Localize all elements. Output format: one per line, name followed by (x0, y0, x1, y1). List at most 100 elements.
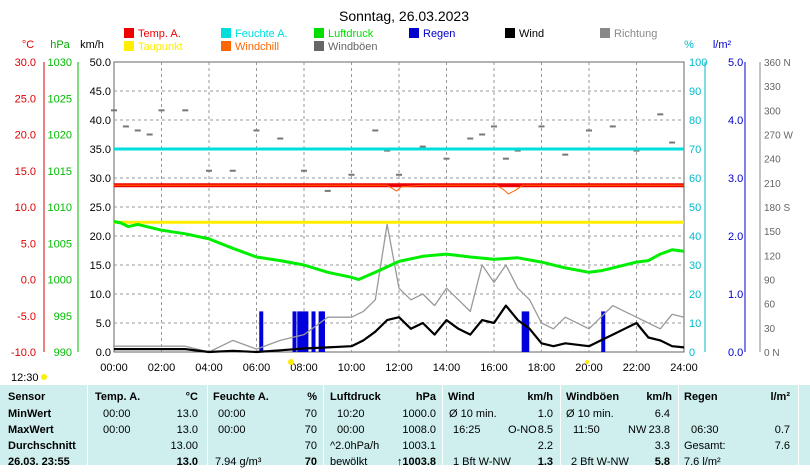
x-tick-label: 04:00 (195, 362, 223, 374)
series-richtung-point (491, 125, 497, 128)
header-gust-unit: km/h (646, 391, 672, 403)
axis-tick-label: 35.0 (90, 144, 111, 156)
stats-row-avg: Durchschnitt 13.00 70 ^2.0hPa/h 1003.1 2… (0, 440, 810, 457)
series-richtung-point (443, 157, 450, 160)
series-layer (111, 109, 685, 354)
cell-press: 1003.1 (402, 440, 436, 452)
axis-tick-label: 10 (689, 318, 701, 330)
cell-temp: 13.00 (170, 440, 198, 452)
axis-tick-label: 80 (689, 115, 701, 127)
legend-swatch (221, 41, 231, 51)
legend-swatch (124, 41, 134, 51)
header-gust: Windböen (566, 391, 620, 403)
cell-press: 1000.0 (402, 408, 436, 420)
axis-tick-label: 30.0 (15, 57, 36, 69)
cell-wind-note: Ø 10 min. (449, 408, 497, 420)
series-richtung-point (669, 141, 676, 144)
cell-hum: 70 (304, 440, 317, 452)
stats-row-max: MaxWert 00:00 13.0 00:00 70 00:00 1008.0… (0, 424, 810, 441)
x-tick-label: 24:00 (670, 362, 698, 374)
header-pressure: Luftdruck (330, 391, 381, 403)
axis-tick-label: 50 (689, 202, 701, 214)
cell-rain-note: 7.6 l/m² (684, 456, 721, 468)
x-tick-label: 12:00 (385, 362, 413, 374)
cell-wind-bft: 1 Bft W-NW (453, 456, 511, 468)
cell-wind: 8.5 (537, 424, 553, 436)
axis-unit: hPa (50, 39, 70, 51)
column-separator (560, 385, 561, 465)
legend-label: Richtung (614, 28, 657, 40)
axis-tick-label: 150 (764, 227, 781, 238)
axis-tick-label: 15.0 (90, 260, 111, 272)
cell-gust-dir: NW (628, 424, 647, 436)
column-separator (442, 385, 443, 465)
axis-tick-label: 90 (689, 86, 701, 98)
grid (114, 62, 684, 352)
x-tick-label: 20:00 (575, 362, 603, 374)
cell-wind: 1.0 (537, 408, 553, 420)
x-tick-label: 22:00 (623, 362, 651, 374)
column-separator (323, 385, 324, 465)
legend-label: Feuchte A. (235, 28, 288, 40)
series-richtung-point (229, 169, 236, 172)
header-rain: Regen (684, 391, 718, 403)
axis-tick-label: 1005 (48, 238, 72, 250)
axis-tick-label: -5.0 (17, 311, 36, 323)
cell-press-time: 00:00 (337, 424, 365, 436)
axis-unit: l/m² (713, 39, 732, 51)
legend-label: Wind (519, 28, 544, 40)
axis-tick-label: 1030 (48, 57, 72, 69)
x-tick-label: 08:00 (290, 362, 318, 374)
sun-icon (41, 374, 47, 380)
series-regen-bar (300, 311, 305, 352)
column-separator (207, 385, 208, 465)
x-tick-label: 10:00 (338, 362, 366, 374)
axis-unit: % (684, 39, 694, 51)
legend-swatch (314, 28, 324, 38)
header-wind: Wind (448, 391, 475, 403)
x-tick-label: 06:00 (243, 362, 271, 374)
header-humidity: Feuchte A. (213, 391, 269, 403)
cell-gust-bft: 2 Bft W-NW (571, 456, 629, 468)
axis-tick-label: 20.0 (15, 130, 36, 142)
series-richtung-point (182, 109, 189, 112)
x-tick-label: 18:00 (528, 362, 556, 374)
legend-label: Windchill (235, 41, 279, 53)
axis-tick-label: 1000 (48, 275, 72, 287)
legend-swatch (600, 28, 610, 38)
axis-tick-label: 180 S (764, 203, 790, 214)
axis-tick-label: 30 (689, 260, 701, 272)
series-richtung-point (348, 173, 355, 176)
axis-tick-label: 120 (764, 251, 781, 262)
series-regen-bar (321, 311, 325, 352)
series-richtung-point (372, 129, 379, 132)
x-tick-label: 14:00 (433, 362, 461, 374)
legend-swatch (221, 28, 231, 38)
x-tick-label: 02:00 (148, 362, 176, 374)
axis-unit: °C (22, 39, 34, 51)
x-axis-ticks: 00:00 02:00 04:00 06:00 08:00 10:00 12:00 14:00… (100, 362, 698, 374)
series-regen-bar (259, 311, 264, 352)
header-sensor: Sensor (8, 391, 46, 403)
legend-swatch (505, 28, 515, 38)
axis-tick-label: 100 (689, 57, 707, 69)
axis-tick-label: 60 (764, 300, 776, 311)
legend-label: Regen (423, 28, 455, 40)
chart-title: Sonntag, 26.03.2023 (339, 8, 469, 24)
axis-tick-label: 5.0 (96, 318, 111, 330)
axis-tick-label: 360 N (764, 58, 791, 69)
axis-tick-label: 0.0 (728, 347, 743, 359)
cell-rain: 7.6 (774, 440, 790, 452)
cell-weather: bewölkt (330, 456, 368, 468)
series-richtung-point (514, 149, 521, 152)
series-richtung-point (122, 125, 129, 128)
series-richtung-point (467, 137, 474, 140)
axis-tick-label: 1025 (48, 93, 72, 105)
legend-swatch (124, 28, 134, 38)
axes: 30.025.020.015.010.05.00.0-5.0-10.010301… (11, 57, 794, 359)
cell-gust: 3.3 (654, 440, 670, 452)
series-richtung-point (146, 133, 153, 136)
axis-tick-label: 15.0 (15, 166, 36, 178)
axis-tick-label: 330 (764, 82, 781, 93)
axis-tick-label: 40 (689, 231, 701, 243)
